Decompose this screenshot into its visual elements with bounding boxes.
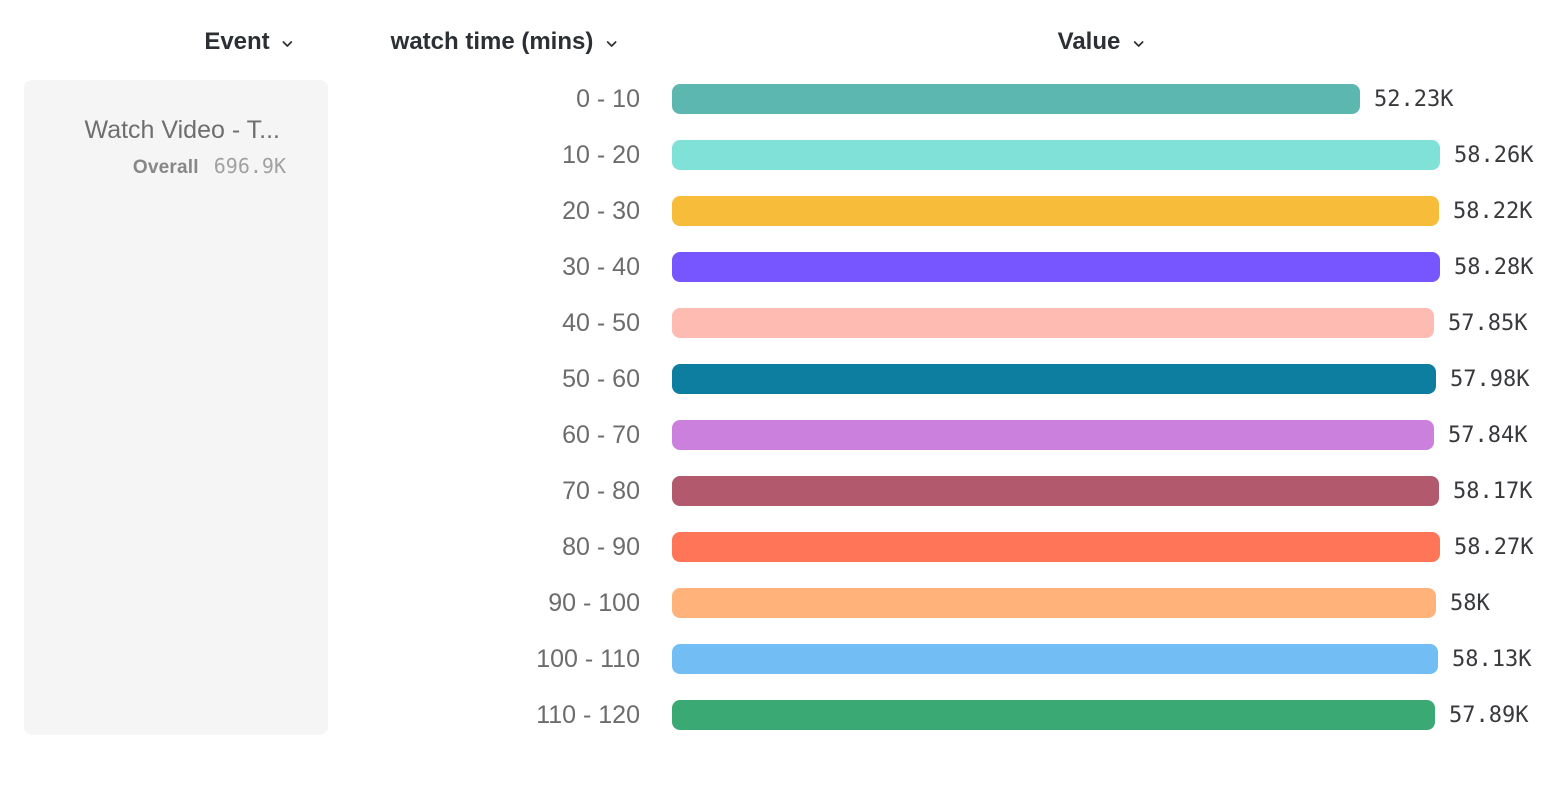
category-label: 0 - 10 xyxy=(576,84,640,113)
bar-wrap: 57.98K xyxy=(672,364,1529,394)
chart-row: 60 - 70 57.84K xyxy=(0,407,1568,463)
bar-wrap: 58K xyxy=(672,588,1490,618)
value-label: 58.28K xyxy=(1454,254,1534,280)
chart-row: 90 - 100 58K xyxy=(0,575,1568,631)
bar-wrap: 58.28K xyxy=(672,252,1533,282)
value-label: 58.13K xyxy=(1452,646,1532,672)
chart-row: 10 - 20 58.26K xyxy=(0,127,1568,183)
value-label: 58K xyxy=(1450,590,1490,616)
chart-row: 50 - 60 57.98K xyxy=(0,351,1568,407)
category-label: 110 - 120 xyxy=(536,700,640,729)
category-label: 40 - 50 xyxy=(562,308,640,337)
bar[interactable] xyxy=(672,140,1440,170)
bar[interactable] xyxy=(672,532,1440,562)
chart-row: 0 - 10 52.23K xyxy=(0,71,1568,127)
value-label: 58.22K xyxy=(1453,198,1533,224)
value-label: 52.23K xyxy=(1374,86,1454,112)
breakdown-column-dropdown[interactable]: watch time (mins) xyxy=(391,30,620,54)
bar[interactable] xyxy=(672,364,1436,394)
value-label: 58.27K xyxy=(1454,534,1534,560)
bar-wrap: 57.85K xyxy=(672,308,1527,338)
bar-wrap: 58.27K xyxy=(672,532,1533,562)
bar[interactable] xyxy=(672,196,1439,226)
event-title: Watch Video - T... xyxy=(84,116,280,144)
chart-row: 110 - 120 57.89K xyxy=(0,687,1568,743)
event-column-dropdown[interactable]: Event xyxy=(204,30,295,54)
category-label: 60 - 70 xyxy=(562,420,640,449)
chart-row: 70 - 80 58.17K xyxy=(0,463,1568,519)
category-label: 30 - 40 xyxy=(562,252,640,281)
bar[interactable] xyxy=(672,700,1435,730)
chart-row: 30 - 40 58.28K xyxy=(0,239,1568,295)
category-label: 20 - 30 xyxy=(562,196,640,225)
bar-wrap: 58.26K xyxy=(672,140,1533,170)
bar-wrap: 52.23K xyxy=(672,84,1453,114)
breakdown-column-label: watch time (mins) xyxy=(390,28,594,55)
bar-chart: 0 - 10 52.23K 10 - 20 58.26K 20 - 30 58.… xyxy=(0,71,1568,743)
overall-value: 696.9K xyxy=(213,154,286,178)
value-label: 57.98K xyxy=(1450,366,1530,392)
category-label: 100 - 110 xyxy=(536,644,640,673)
chevron-down-icon xyxy=(282,40,293,47)
chart-row: 80 - 90 58.27K xyxy=(0,519,1568,575)
bar-wrap: 57.84K xyxy=(672,420,1527,450)
event-card[interactable]: Watch Video - T... Overall 696.9K xyxy=(24,80,328,735)
bar[interactable] xyxy=(672,84,1360,114)
chart-row: 40 - 50 57.85K xyxy=(0,295,1568,351)
category-label: 80 - 90 xyxy=(562,532,640,561)
chevron-down-icon xyxy=(606,40,617,47)
category-label: 10 - 20 xyxy=(562,140,640,169)
category-label: 50 - 60 xyxy=(562,364,640,393)
value-label: 57.84K xyxy=(1448,422,1528,448)
bar-wrap: 57.89K xyxy=(672,700,1528,730)
bar[interactable] xyxy=(672,476,1439,506)
bar-wrap: 58.22K xyxy=(672,196,1532,226)
chevron-down-icon xyxy=(1133,40,1144,47)
bar[interactable] xyxy=(672,252,1440,282)
bar[interactable] xyxy=(672,420,1434,450)
category-label: 90 - 100 xyxy=(548,588,640,617)
bar-wrap: 58.17K xyxy=(672,476,1532,506)
value-column-label: Value xyxy=(1057,28,1121,55)
value-label: 57.85K xyxy=(1448,310,1528,336)
event-column-label: Event xyxy=(204,28,270,55)
chart-row: 100 - 110 58.13K xyxy=(0,631,1568,687)
value-label: 58.26K xyxy=(1454,142,1534,168)
bar-wrap: 58.13K xyxy=(672,644,1531,674)
value-label: 58.17K xyxy=(1453,478,1533,504)
chart-row: 20 - 30 58.22K xyxy=(0,183,1568,239)
value-column-dropdown[interactable]: Value xyxy=(1058,30,1147,54)
overall-label: Overall xyxy=(132,157,199,178)
column-headers: Event watch time (mins) Value xyxy=(0,30,1568,60)
bar[interactable] xyxy=(672,644,1438,674)
value-label: 57.89K xyxy=(1449,702,1529,728)
bar[interactable] xyxy=(672,308,1434,338)
event-overall-row: Overall 696.9K xyxy=(24,154,328,179)
category-label: 70 - 80 xyxy=(562,476,640,505)
bar[interactable] xyxy=(672,588,1436,618)
